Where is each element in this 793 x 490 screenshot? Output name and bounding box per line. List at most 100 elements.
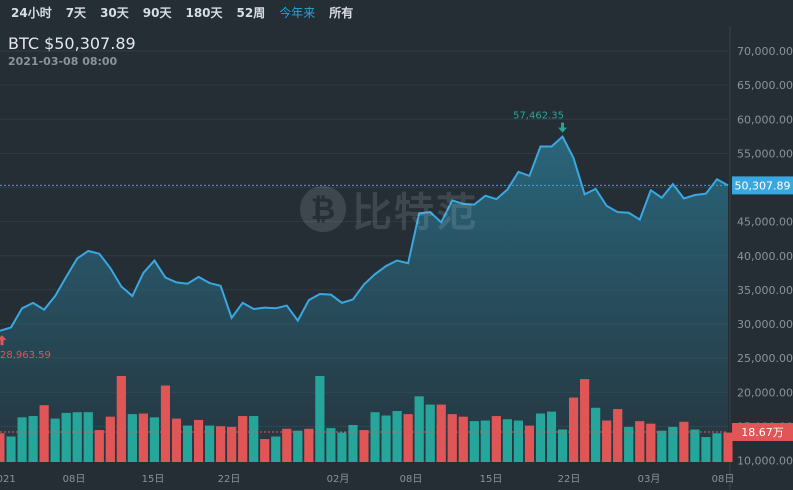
volume-bar — [39, 405, 49, 462]
x-tick-label: 22日 — [218, 474, 241, 485]
volume-bar — [712, 433, 722, 462]
x-tick-label: 08日 — [63, 474, 86, 485]
volume-bar — [271, 436, 281, 462]
volume-bar — [668, 426, 678, 462]
volume-bar — [17, 417, 27, 462]
volume-bar — [602, 420, 612, 462]
volume-bar — [524, 425, 534, 462]
volume-bar — [723, 432, 733, 462]
y-tick-label: 30,000.00 — [737, 318, 793, 331]
volume-bar — [160, 385, 170, 462]
volume-bar — [260, 439, 270, 462]
volume-bar — [0, 433, 5, 462]
x-tick-label: 15日 — [142, 474, 165, 485]
volume-bar — [348, 425, 358, 462]
y-tick-label: 25,000.00 — [737, 352, 793, 365]
volume-bar — [304, 428, 314, 462]
volume-bar — [337, 432, 347, 462]
volume-bar — [535, 413, 546, 462]
tab-5[interactable]: 52周 — [236, 6, 266, 20]
x-tick-label: 02月 — [327, 473, 350, 485]
volume-bar — [6, 436, 16, 462]
volume-bar — [293, 430, 303, 462]
tab-3[interactable]: 90天 — [142, 6, 172, 20]
y-tick-label: 35,000.00 — [737, 284, 793, 297]
volume-bar — [403, 414, 413, 462]
volume-bar — [624, 426, 634, 462]
volume-bar — [127, 414, 137, 462]
volume-bar — [491, 416, 501, 462]
volume-bar — [613, 409, 623, 462]
y-tick-label: 70,000.00 — [737, 45, 793, 58]
x-tick-label: 15日 — [480, 474, 503, 485]
volume-bar — [436, 404, 446, 462]
watermark: ₿ 比特范 — [300, 180, 478, 238]
volume-bar — [249, 416, 259, 462]
volume-bar — [359, 430, 369, 462]
volume-bar — [282, 428, 292, 462]
volume-bar — [227, 426, 237, 462]
volume-bar — [370, 412, 380, 462]
y-tick-label: 10,000.00 — [737, 455, 793, 468]
x-tick-label: 08日 — [400, 474, 423, 485]
current-price-tag — [732, 176, 793, 195]
volume-bar — [458, 416, 468, 462]
volume-bar — [513, 420, 523, 462]
volume-bar — [238, 416, 248, 462]
volume-bar — [690, 429, 700, 462]
tab-4[interactable]: 180天 — [185, 6, 223, 20]
bitcoin-logo-icon: ₿ — [300, 186, 346, 232]
volume-bar — [502, 419, 512, 462]
tab-2[interactable]: 30天 — [100, 6, 129, 20]
volume-bar — [701, 437, 711, 462]
x-tick-label: 22日 — [558, 474, 581, 485]
watermark-text: 比特范 — [352, 190, 478, 236]
volume-bar — [469, 421, 479, 462]
volume-bar — [171, 418, 182, 462]
volume-bar — [149, 417, 159, 462]
y-tick-label: 20,000.00 — [737, 386, 793, 399]
volume-bar — [480, 420, 490, 462]
volume-tag-label: 18.67万 — [741, 426, 784, 439]
volume-tag — [732, 423, 793, 441]
volume-bar — [591, 407, 601, 462]
tab-1[interactable]: 7天 — [65, 6, 87, 20]
low-label: 28,963.59 — [0, 350, 51, 361]
volume-bar — [182, 425, 193, 462]
volume-bar — [105, 416, 115, 462]
time-range-tabs: 24小时 7天 30天 90天 180天 52周 今年来 所有 — [0, 0, 793, 26]
volume-bar — [646, 423, 656, 462]
volume-bar — [326, 428, 336, 462]
tab-0[interactable]: 24小时 — [11, 6, 52, 20]
volume-bar — [447, 414, 457, 462]
volume-bar — [657, 430, 667, 462]
volume-bar — [28, 416, 38, 462]
volume-bar — [138, 413, 148, 462]
x-tick-label: 03月 — [638, 473, 661, 485]
volume-bar — [94, 430, 104, 462]
volume-bar — [558, 429, 568, 462]
price-line — [0, 134, 729, 332]
volume-bar — [216, 426, 226, 462]
y-tick-label: 55,000.00 — [737, 147, 793, 160]
y-tick-label: 45,000.00 — [737, 216, 793, 229]
volume-bar — [194, 419, 204, 462]
volume-bar — [72, 412, 82, 462]
volume-bar — [569, 397, 579, 462]
y-tick-label: 40,000.00 — [737, 250, 793, 263]
volume-bar — [580, 379, 590, 462]
page-title: BTC $50,307.89 — [8, 34, 136, 53]
tab-6[interactable]: 今年来 — [279, 6, 316, 20]
high-label: 57,462.35 — [513, 111, 564, 122]
high-arrow-icon — [558, 122, 568, 133]
tab-7[interactable]: 所有 — [329, 6, 354, 20]
y-tick-label: 65,000.00 — [737, 79, 793, 92]
x-tick-label: 2021 — [0, 474, 16, 485]
volume-bar — [425, 404, 435, 462]
x-tick-label: 08日 — [712, 474, 735, 485]
timestamp: 2021-03-08 08:00 — [8, 55, 118, 68]
volume-bar — [61, 412, 71, 462]
volume-bar — [83, 412, 93, 462]
volume-bar — [679, 421, 689, 462]
price-chart: 70,000.0065,000.0060,000.0055,000.0050,0… — [0, 26, 793, 490]
